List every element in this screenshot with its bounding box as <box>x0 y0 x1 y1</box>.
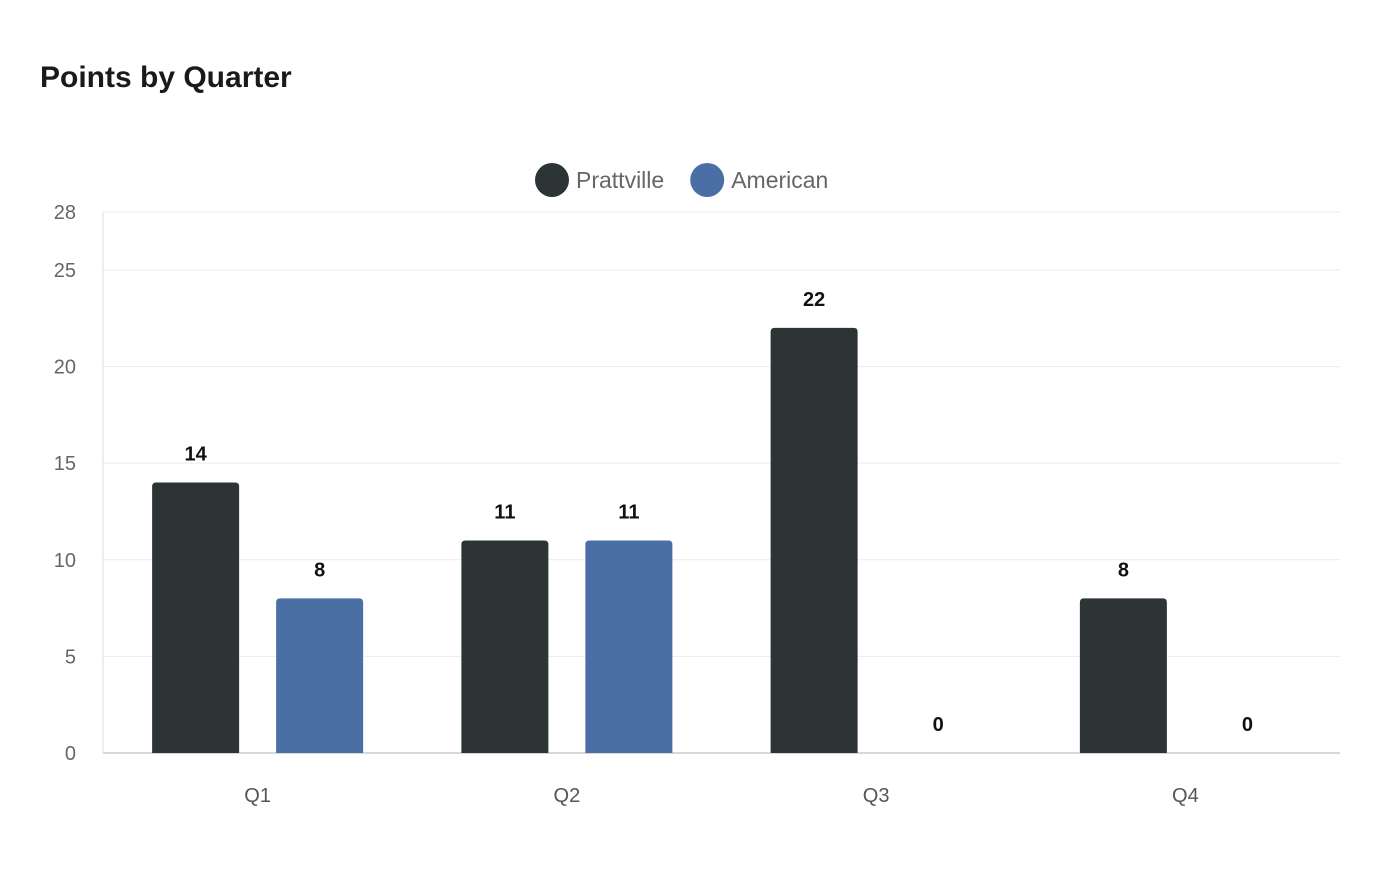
data-label: 22 <box>803 289 825 311</box>
x-tick-label: Q2 <box>554 785 581 807</box>
legend-marker-american <box>690 163 725 197</box>
data-label: 14 <box>185 444 208 466</box>
chart-title: Points by Quarter <box>40 61 292 94</box>
y-tick-label: 10 <box>54 550 76 572</box>
legend-marker-prattville <box>535 163 569 197</box>
y-tick-label: 25 <box>54 260 76 282</box>
x-tick-label: Q1 <box>244 785 271 807</box>
bar-american <box>276 598 364 753</box>
data-label: 0 <box>933 714 944 736</box>
bar-prattville <box>461 540 549 753</box>
data-label: 8 <box>314 559 325 581</box>
y-tick-label: 28 <box>54 202 76 224</box>
y-tick-label: 20 <box>54 357 76 379</box>
y-tick-label: 5 <box>65 646 76 668</box>
bar-prattville <box>1079 598 1167 753</box>
data-label: 0 <box>1242 714 1253 736</box>
x-tick-label: Q3 <box>863 785 890 807</box>
y-tick-label: 15 <box>54 453 76 475</box>
y-tick-label: 0 <box>65 743 76 765</box>
x-tick-label: Q4 <box>1172 785 1199 807</box>
data-label: 8 <box>1118 559 1129 581</box>
data-label: 11 <box>494 501 515 523</box>
bar-prattville <box>770 327 858 753</box>
bar-american <box>585 540 673 753</box>
legend-label-prattville: Prattville <box>576 167 664 193</box>
data-label: 11 <box>618 501 639 523</box>
bar-prattville <box>152 482 240 753</box>
legend-label-american: American <box>731 167 828 193</box>
